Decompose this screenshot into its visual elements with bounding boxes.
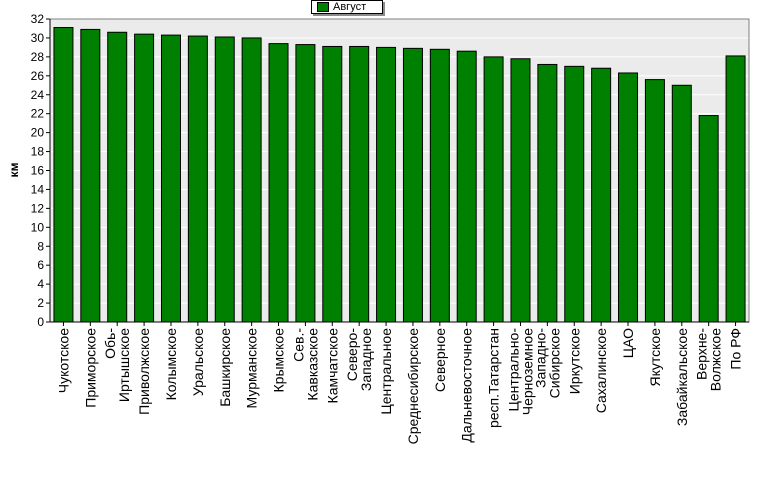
y-tick-label: 12 xyxy=(31,201,45,215)
y-tick-label: 22 xyxy=(31,107,45,121)
x-tick-label: Северное xyxy=(432,328,448,392)
y-tick-label: 8 xyxy=(37,239,44,253)
bar xyxy=(591,67,612,323)
y-tick-label: 0 xyxy=(37,315,44,329)
legend-label-august: Август xyxy=(333,1,367,13)
bar xyxy=(134,33,155,323)
bar xyxy=(160,34,181,323)
x-tick-label: Приморское xyxy=(82,328,98,408)
y-tick-label: 32 xyxy=(31,12,45,26)
bar xyxy=(483,56,504,323)
x-tick-label: Сев.-Кавказское xyxy=(290,328,320,401)
bar xyxy=(402,47,423,323)
y-tick-label: 16 xyxy=(31,164,45,178)
x-tick-label: Иркутское xyxy=(566,328,582,394)
bar xyxy=(429,48,450,323)
bar xyxy=(214,36,235,323)
x-tick-label: Уральское xyxy=(190,328,206,396)
y-tick-label: 4 xyxy=(37,277,44,291)
bar xyxy=(107,31,128,323)
x-tick-label: Западно-Сибирское xyxy=(532,328,562,399)
x-tick-label: Камчатское xyxy=(324,328,340,404)
legend-swatch xyxy=(317,2,329,12)
legend: Август xyxy=(311,0,383,14)
bar xyxy=(644,79,665,323)
x-tick-label: По РФ xyxy=(728,328,744,370)
x-tick-label: Крымское xyxy=(271,328,287,393)
x-tick-label: ЦАО xyxy=(620,328,636,358)
x-tick-label: Верхне-Волжское xyxy=(694,328,724,392)
y-tick-label: 26 xyxy=(31,69,45,83)
bar xyxy=(53,27,74,323)
x-tick-label: Дальневосточное xyxy=(459,328,475,443)
x-tick-label: Якутское xyxy=(647,328,663,387)
y-tick-label: 28 xyxy=(31,50,45,64)
bar xyxy=(671,84,692,323)
bar xyxy=(537,63,558,323)
x-tick-label: респ.Татарстан xyxy=(486,328,502,428)
y-tick-label: 14 xyxy=(31,182,45,196)
bar xyxy=(376,46,397,323)
bar xyxy=(268,43,289,323)
y-tick-label: 18 xyxy=(31,145,45,159)
bar xyxy=(295,44,316,323)
x-tick-label: Приволжское xyxy=(136,328,152,415)
bar xyxy=(456,50,477,323)
x-tick-label: Башкирское xyxy=(217,328,233,407)
x-tick-label: Обь-Иртышское xyxy=(102,328,132,402)
bar xyxy=(349,45,370,323)
x-tick-label: Северо-Западное xyxy=(344,328,374,391)
y-tick-label: 10 xyxy=(31,220,45,234)
bar xyxy=(241,37,262,323)
bar xyxy=(510,58,531,323)
bar xyxy=(698,115,719,323)
x-tick-label: Колымское xyxy=(163,328,179,401)
y-tick-label: 24 xyxy=(31,88,45,102)
bar xyxy=(618,72,639,323)
x-tick-label: Мурманское xyxy=(244,328,260,409)
x-tick-label: Среднесибирское xyxy=(405,328,421,445)
y-axis-label: км xyxy=(7,162,21,177)
y-tick-label: 20 xyxy=(31,126,45,140)
x-tick-label: Центрально-Черноземное xyxy=(505,328,535,416)
x-tick-label: Центральное xyxy=(378,328,394,415)
x-tick-label: Сахалинское xyxy=(593,328,609,413)
x-tick-label: Забайкальское xyxy=(674,328,690,426)
bar xyxy=(322,45,343,323)
bar xyxy=(725,55,746,323)
y-tick-label: 30 xyxy=(31,31,45,45)
y-tick-label: 6 xyxy=(37,258,44,272)
y-tick-label: 2 xyxy=(37,296,44,310)
x-tick-label: Чукотское xyxy=(55,328,71,393)
bar xyxy=(80,28,101,323)
bar xyxy=(564,65,585,323)
bar xyxy=(187,35,208,323)
